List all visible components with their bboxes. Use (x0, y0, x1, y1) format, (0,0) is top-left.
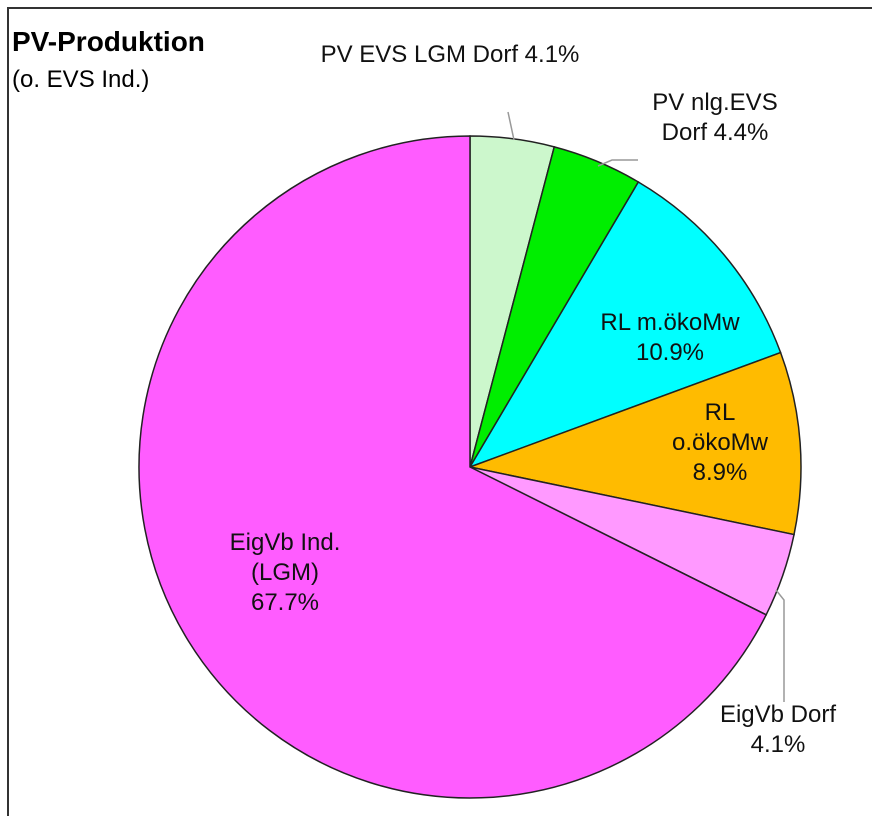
slice-label: RL m.ökoMw 10.9% (570, 308, 770, 368)
slice-label: EigVb Ind. (LGM) 67.7% (215, 528, 355, 618)
value-label: 67.7% (250, 589, 320, 616)
pie-slice (467, 351, 802, 536)
chart-subtitle: (o. EVS Ind.) (12, 66, 150, 93)
value-label: 4.1% (750, 731, 806, 758)
slice-label: PV nlg.EVS Dorf 4.4% (628, 88, 803, 148)
category-label: PV nlg.EVS Dorf (652, 89, 778, 146)
slice-label: RL o.ökoMw 8.9% (655, 398, 785, 488)
category-label: EigVb Dorf (719, 701, 837, 728)
value-label: 4.1% (524, 41, 580, 68)
category-label: PV EVS LGM Dorf (320, 41, 518, 68)
value-label: 8.9% (692, 459, 748, 486)
category-label: RL o.ökoMw (671, 399, 769, 456)
slice-label: EigVb Dorf 4.1% (693, 700, 863, 760)
leader-line (507, 111, 515, 141)
pie-slice (468, 180, 782, 469)
leader-line (775, 589, 785, 702)
slice-label: PV EVS LGM Dorf 4.1% (310, 40, 590, 70)
chart-title: PV-Produktion (12, 26, 205, 57)
value-label: 4.4% (713, 119, 769, 146)
pie-slice (138, 135, 768, 799)
category-label: RL m.ökoMw (600, 309, 740, 336)
category-label: EigVb Ind. (LGM) (229, 529, 341, 586)
value-label: 10.9% (635, 339, 705, 366)
leader-line (597, 159, 638, 167)
